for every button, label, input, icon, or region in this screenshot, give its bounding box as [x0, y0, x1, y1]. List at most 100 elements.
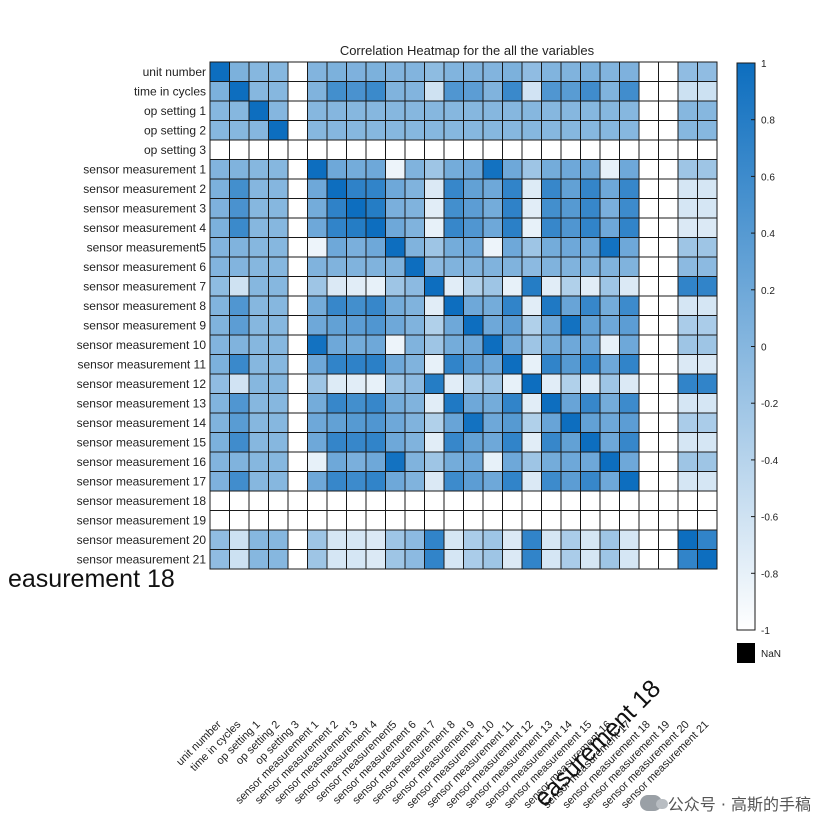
heatmap-cell: [502, 334, 523, 355]
heatmap-cell: [287, 295, 308, 316]
heatmap-cell: [580, 198, 601, 219]
heatmap-cell: [463, 334, 484, 355]
heatmap-cell: [287, 451, 308, 472]
heatmap-cell: [385, 490, 406, 511]
heatmap-cell: [443, 120, 464, 141]
heatmap-cell: [268, 451, 289, 472]
heatmap-cell: [385, 139, 406, 160]
heatmap-cell: [424, 471, 445, 492]
heatmap-cell: [658, 334, 679, 355]
heatmap-cell: [248, 412, 269, 433]
heatmap-cell: [346, 81, 367, 102]
heatmap-cell: [599, 159, 620, 180]
heatmap-cell: [521, 256, 542, 277]
row-label: unit number: [143, 65, 206, 79]
heatmap-cell: [404, 451, 425, 472]
heatmap-cell: [248, 295, 269, 316]
heatmap-cell: [443, 217, 464, 238]
heatmap-cell: [248, 81, 269, 102]
heatmap-cell: [326, 432, 347, 453]
heatmap-cell: [502, 237, 523, 258]
heatmap-cell: [229, 61, 250, 82]
heatmap-cell: [521, 354, 542, 375]
heatmap-cell: [658, 120, 679, 141]
heatmap-cell: [268, 178, 289, 199]
heatmap-cell: [677, 178, 698, 199]
heatmap-cell: [424, 198, 445, 219]
heatmap-cell: [658, 393, 679, 414]
heatmap-cell: [287, 315, 308, 336]
heatmap-cell: [326, 529, 347, 550]
heatmap-cell: [424, 510, 445, 531]
heatmap-cell: [482, 198, 503, 219]
heatmap-cell: [697, 315, 718, 336]
heatmap-cell: [619, 451, 640, 472]
heatmap-cell: [443, 549, 464, 570]
heatmap-cell: [385, 412, 406, 433]
heatmap-cell: [697, 81, 718, 102]
heatmap-cell: [385, 354, 406, 375]
heatmap-cell: [268, 198, 289, 219]
heatmap-cell: [229, 490, 250, 511]
heatmap-cell: [638, 120, 659, 141]
heatmap-cell: [658, 451, 679, 472]
row-label: sensor measurement 14: [77, 416, 207, 430]
heatmap-cell: [385, 159, 406, 180]
heatmap-cell: [209, 373, 230, 394]
heatmap-cell: [229, 198, 250, 219]
heatmap-cell: [307, 159, 328, 180]
heatmap-cell: [541, 81, 562, 102]
row-label: sensor measurement 16: [77, 455, 207, 469]
heatmap-cell: [560, 120, 581, 141]
heatmap-cell: [248, 354, 269, 375]
heatmap-cell: [424, 295, 445, 316]
heatmap-cell: [287, 139, 308, 160]
heatmap-cell: [482, 61, 503, 82]
heatmap-cell: [424, 451, 445, 472]
heatmap-cell: [209, 451, 230, 472]
heatmap-cell: [404, 159, 425, 180]
heatmap-cells: [209, 61, 718, 570]
row-label: sensor measurement 7: [83, 279, 206, 293]
heatmap-cell: [580, 295, 601, 316]
heatmap-cell: [541, 178, 562, 199]
heatmap-cell: [463, 120, 484, 141]
heatmap-cell: [502, 354, 523, 375]
colorbar: 1 0.8 0.6 0.4 0.2 0 -0.2 -0.4 -0.6 -0.8 -1 NaN: [736, 59, 781, 663]
heatmap-cell: [346, 529, 367, 550]
heatmap-cell: [697, 295, 718, 316]
heatmap-cell: [697, 178, 718, 199]
heatmap-cell: [307, 451, 328, 472]
heatmap-cell: [443, 237, 464, 258]
heatmap-cell: [424, 159, 445, 180]
heatmap-cell: [502, 490, 523, 511]
heatmap-cell: [638, 510, 659, 531]
heatmap-cell: [385, 529, 406, 550]
heatmap-cell: [677, 315, 698, 336]
heatmap-cell: [443, 100, 464, 121]
heatmap-cell: [424, 139, 445, 160]
heatmap-cell: [580, 354, 601, 375]
heatmap-cell: [580, 237, 601, 258]
heatmap-cell: [599, 237, 620, 258]
heatmap-cell: [541, 198, 562, 219]
heatmap-cell: [502, 412, 523, 433]
heatmap-cell: [580, 490, 601, 511]
heatmap-cell: [424, 61, 445, 82]
heatmap-cell: [463, 432, 484, 453]
heatmap-cell: [580, 178, 601, 199]
heatmap-cell: [521, 315, 542, 336]
heatmap-cell: [268, 276, 289, 297]
heatmap-cell: [697, 412, 718, 433]
row-label: sensor measurement 17: [77, 474, 207, 488]
heatmap-cell: [209, 549, 230, 570]
heatmap-cell: [638, 217, 659, 238]
heatmap-cell: [580, 549, 601, 570]
heatmap-cell: [385, 451, 406, 472]
heatmap-cell: [658, 217, 679, 238]
heatmap-cell: [209, 432, 230, 453]
heatmap-cell: [307, 315, 328, 336]
heatmap-cell: [658, 198, 679, 219]
heatmap-cell: [443, 256, 464, 277]
heatmap-cell: [385, 217, 406, 238]
